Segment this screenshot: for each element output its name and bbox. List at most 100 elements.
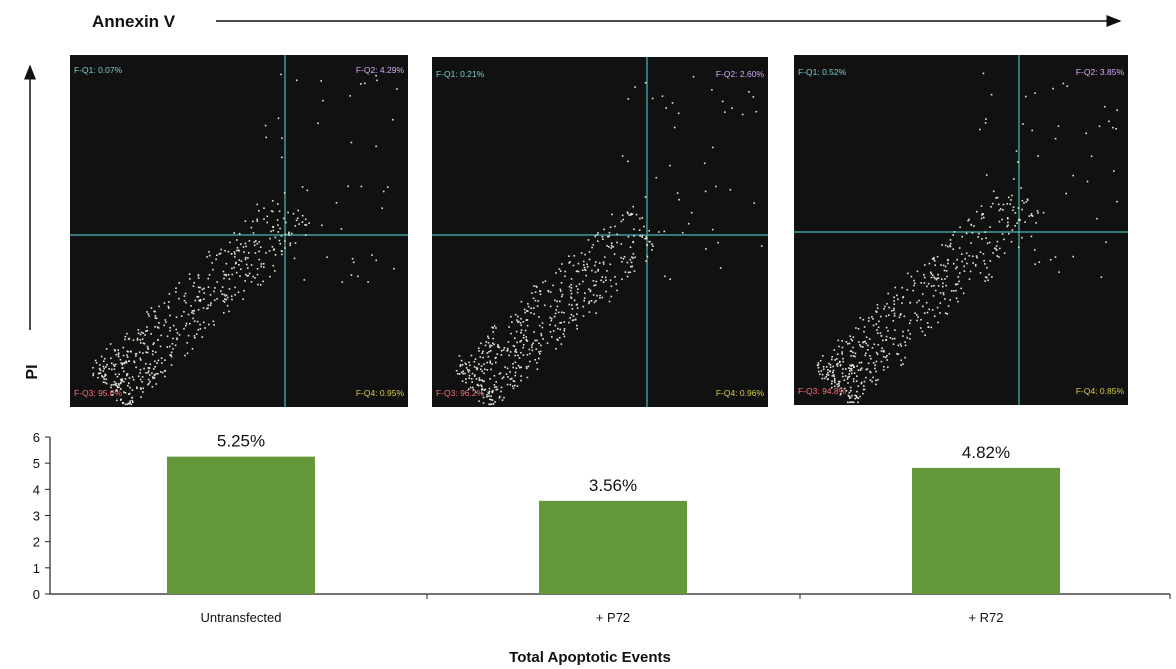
event-dot [876, 332, 879, 334]
event-dot [166, 335, 169, 338]
event-dot [208, 251, 210, 253]
event-dot [203, 298, 205, 300]
event-dot [930, 271, 932, 274]
event-dot [541, 326, 544, 329]
event-dot [201, 288, 204, 291]
event-dot [1026, 198, 1029, 201]
event-dot [575, 285, 578, 288]
event-dot [481, 392, 483, 395]
event-dot [127, 402, 130, 405]
event-dot [989, 241, 991, 244]
event-dot [128, 392, 131, 395]
event-dot [525, 319, 528, 321]
event-dot [154, 366, 156, 368]
event-dot [841, 346, 844, 349]
event-dot [284, 233, 287, 236]
event-dot [126, 374, 128, 377]
event-dot [833, 375, 835, 378]
event-dot [853, 366, 855, 368]
event-dot [197, 286, 200, 289]
event-dot [112, 363, 115, 366]
event-dot [292, 212, 295, 215]
event-dot [500, 386, 503, 389]
event-dot [277, 117, 280, 120]
event-dot [1054, 137, 1057, 140]
event-dot [644, 237, 646, 240]
event-dot [885, 356, 887, 359]
event-dot [847, 376, 849, 378]
event-dot [244, 242, 247, 245]
event-dot [856, 390, 858, 393]
event-dot [503, 396, 505, 399]
event-dot [605, 290, 607, 293]
event-dot [939, 292, 942, 294]
event-dot [117, 383, 120, 385]
event-dot [924, 334, 926, 336]
event-dot [215, 258, 217, 261]
event-dot [1006, 203, 1008, 205]
event-dot [833, 378, 836, 380]
event-dot [834, 359, 836, 361]
event-dot [944, 265, 947, 268]
quadrant-q2-label: F-Q2: 3.85% [1076, 67, 1125, 77]
event-dot [136, 387, 138, 390]
event-dot [847, 382, 849, 384]
event-dot [549, 316, 551, 319]
event-dot [644, 196, 647, 198]
event-dot [224, 249, 226, 252]
event-dot [271, 200, 274, 202]
event-dot [947, 245, 949, 248]
event-dot [237, 249, 240, 251]
event-dot [280, 73, 282, 76]
event-dot [193, 282, 195, 284]
event-dot [510, 377, 513, 380]
event-dot [100, 355, 103, 358]
event-dot [885, 339, 888, 341]
event-dot [168, 301, 170, 303]
event-dot [546, 342, 549, 344]
event-dot [862, 346, 864, 348]
event-dot [194, 299, 197, 302]
event-dot [375, 74, 377, 77]
event-dot [560, 343, 563, 345]
event-dot [1007, 224, 1009, 227]
event-dot [944, 278, 946, 280]
event-dot [519, 322, 522, 324]
event-dot [255, 240, 257, 242]
event-dot [551, 336, 553, 338]
event-dot [673, 126, 676, 129]
event-dot [147, 348, 149, 350]
event-dot [864, 340, 866, 343]
event-dot [860, 382, 863, 385]
event-dot [864, 354, 867, 357]
event-dot [828, 362, 830, 365]
event-dot [208, 323, 210, 326]
event-dot [601, 296, 604, 299]
event-dot [867, 362, 870, 365]
event-dot [587, 239, 590, 241]
event-dot [1021, 236, 1023, 239]
event-dot [831, 380, 833, 382]
event-dot [1014, 225, 1016, 227]
event-dot [913, 279, 915, 282]
event-dot [972, 255, 974, 258]
event-dot [480, 384, 482, 386]
event-dot [279, 227, 281, 230]
event-dot [859, 317, 862, 319]
event-dot [486, 394, 488, 396]
event-dot [256, 218, 258, 221]
event-dot [886, 303, 888, 305]
event-dot [486, 352, 489, 354]
event-dot [992, 252, 994, 254]
event-dot [490, 350, 492, 352]
event-dot [264, 124, 267, 127]
event-dot [216, 281, 218, 283]
event-dot [852, 401, 855, 404]
event-dot [495, 381, 497, 383]
event-dot [1001, 233, 1004, 235]
event-dot [976, 256, 978, 259]
event-dot [560, 321, 563, 324]
event-dot [891, 338, 894, 340]
event-dot [610, 295, 613, 298]
event-dot [984, 263, 986, 265]
